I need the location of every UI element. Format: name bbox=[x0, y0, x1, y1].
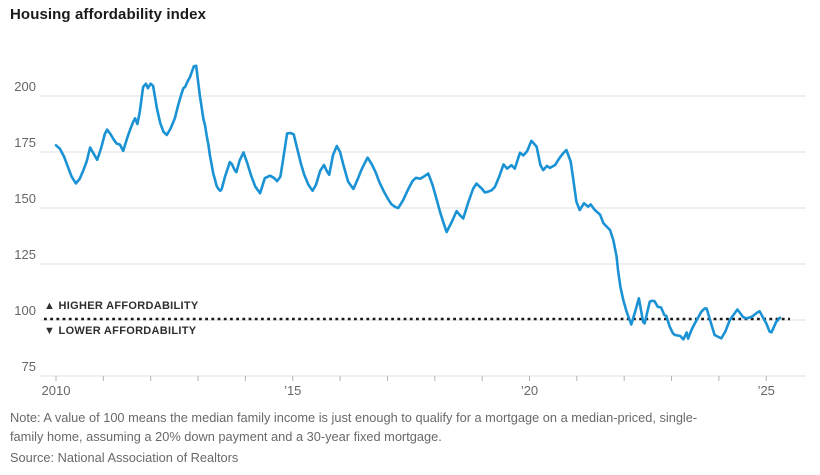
y-axis-tick-label: 150 bbox=[14, 191, 36, 206]
affordability-index-line bbox=[54, 64, 782, 341]
chart-note-line2: family home, assuming a 20% down payment… bbox=[10, 429, 442, 444]
chart-note-line1: Note: A value of 100 means the median fa… bbox=[10, 410, 698, 425]
y-axis-tick-label: 200 bbox=[14, 79, 36, 94]
x-axis-tick-label: 2010 bbox=[42, 383, 71, 398]
chart-title: Housing affordability index bbox=[10, 6, 207, 23]
x-axis-tick-label: ’15 bbox=[284, 383, 301, 398]
y-axis-tick-label: 75 bbox=[22, 359, 36, 374]
y-axis-tick-label: 100 bbox=[14, 303, 36, 318]
chart-source: Source: National Association of Realtors bbox=[10, 450, 239, 465]
x-axis-tick-label: ’25 bbox=[758, 383, 775, 398]
y-axis-tick-label: 125 bbox=[14, 247, 36, 262]
lower-affordability-label: ▼ LOWER AFFORDABILITY bbox=[44, 325, 197, 337]
chart-note: Note: A value of 100 means the median fa… bbox=[10, 408, 790, 446]
higher-affordability-label: ▲ HIGHER AFFORDABILITY bbox=[44, 300, 199, 312]
y-axis-tick-label: 175 bbox=[14, 135, 36, 150]
chart-canvas: 200 175 150 125 100 75 2010 ’15 ’20 ’25 ▲ HIGHER A… bbox=[14, 64, 806, 398]
x-axis-tick-label: ’20 bbox=[521, 383, 538, 398]
